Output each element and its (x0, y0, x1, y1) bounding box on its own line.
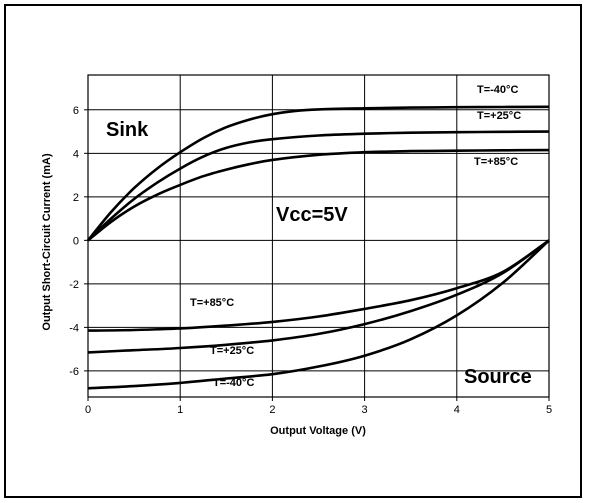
label-sink-plus85: T=+85°C (474, 156, 518, 168)
y-tick-label: -2 (69, 279, 79, 291)
sink-curve-0 (86, 105, 550, 242)
sink-curve-1 (87, 130, 550, 242)
vcc-label: Vcc=5V (276, 204, 348, 226)
y-tick-label: 6 (73, 105, 79, 117)
sink-label: Sink (106, 119, 149, 141)
plot-border (87, 74, 550, 398)
y-tick-label: 4 (73, 148, 79, 160)
x-tick-label: 1 (177, 404, 183, 416)
tick-layer: 0 1 2 3 4 5 -6 -4 -2 0 2 4 6 (69, 105, 552, 416)
label-source-plus85: T=+85°C (190, 297, 234, 309)
x-tick-label: 0 (85, 404, 91, 416)
x-axis-label: Output Voltage (V) (270, 425, 366, 437)
source-label: Source (464, 366, 532, 388)
x-tick-label: 4 (454, 404, 460, 416)
label-source-plus25: T=+25°C (210, 345, 254, 357)
y-axis-label: Output Short-Circuit Current (mA) (41, 153, 53, 331)
sink-curve-2 (87, 148, 550, 242)
x-tick-label: 2 (269, 404, 275, 416)
curve-layer (86, 105, 550, 390)
source-curve-5 (87, 239, 550, 390)
label-source-minus40: T=-40°C (213, 377, 254, 389)
y-tick-label: 2 (73, 192, 79, 204)
y-tick-label: -6 (69, 366, 79, 378)
label-sink-minus40: T=-40°C (477, 84, 518, 96)
y-tick-label: 0 (73, 235, 79, 247)
source-curve-4 (87, 239, 550, 354)
y-tick-label: -4 (69, 322, 79, 334)
x-tick-label: 3 (362, 404, 368, 416)
label-sink-plus25: T=+25°C (477, 110, 521, 122)
x-tick-label: 5 (546, 404, 552, 416)
source-curve-3 (87, 239, 550, 332)
figure-frame (4, 4, 582, 498)
